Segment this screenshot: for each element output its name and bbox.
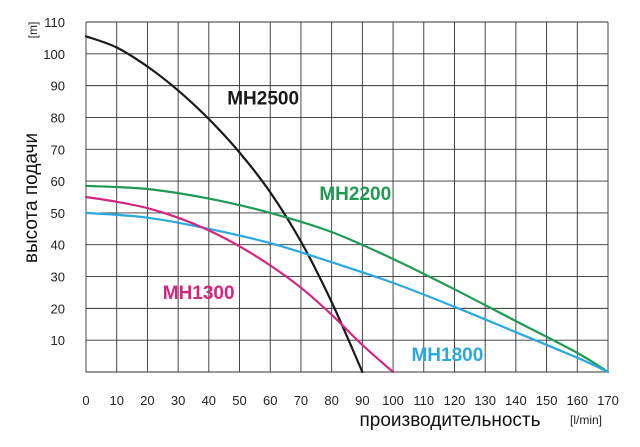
y-tick-label-6: 70 [51,142,65,157]
y-tick-label-5: 60 [51,174,65,189]
x-tick-label-1: 10 [109,393,123,408]
y-tick-label-2: 30 [51,270,65,285]
y-tick-label-7: 80 [51,110,65,125]
y-axis-title: высота подачи [21,133,42,263]
series-line-mh1800 [84,211,610,374]
x-tick-label-12: 120 [444,393,466,408]
series-line-mh1300 [84,195,395,374]
x-tick-label-11: 110 [413,393,434,408]
x-tick-label-8: 80 [324,393,338,408]
series-label-mh2500: MH2500 [227,89,299,110]
x-tick-label-17: 170 [597,393,619,408]
y-axis-unit: [m] [26,22,40,39]
x-tick-label-7: 70 [294,393,308,408]
x-tick-label-10: 100 [382,393,404,408]
x-tick-label-5: 50 [232,393,246,408]
series-line-mh2500 [84,35,364,374]
y-tick-label-9: 100 [43,47,65,62]
series-labels: MH2500 MH2200 MH1300 MH1800 [163,89,484,366]
y-tick-label-0: 10 [51,333,65,348]
x-tick-label-9: 90 [355,393,369,408]
x-tick-label-2: 20 [140,393,154,408]
series-line-mh2200 [84,184,610,374]
x-tick-label-13: 130 [474,393,496,408]
x-axis-unit: [l/min] [570,413,602,427]
x-tick-label-3: 30 [171,393,185,408]
x-tick-label-14: 140 [505,393,527,408]
series-label-mh1300: MH1300 [163,283,235,304]
x-tick-label-6: 60 [263,393,277,408]
y-tick-label-1: 20 [51,301,65,316]
y-tick-labels: 10 20 30 40 50 60 70 80 90 100 110 [43,15,65,348]
y-tick-label-10: 110 [44,15,65,30]
y-tick-label-8: 90 [51,79,65,94]
series-label-mh1800: MH1800 [411,345,483,366]
series-lines [84,35,610,374]
y-tick-label-3: 40 [51,238,65,253]
x-tick-label-15: 150 [536,393,558,408]
series-label-mh2200: MH2200 [319,184,391,205]
x-tick-label-16: 160 [566,393,588,408]
grid [85,21,609,373]
x-tick-labels: 0 10 20 30 40 50 60 70 80 90 100 110 120 130 140 150 160… [82,393,618,408]
x-tick-label-4: 40 [202,393,216,408]
x-tick-label-0: 0 [82,393,89,408]
x-axis-title: производительность [359,410,540,431]
y-tick-label-4: 50 [51,206,65,221]
